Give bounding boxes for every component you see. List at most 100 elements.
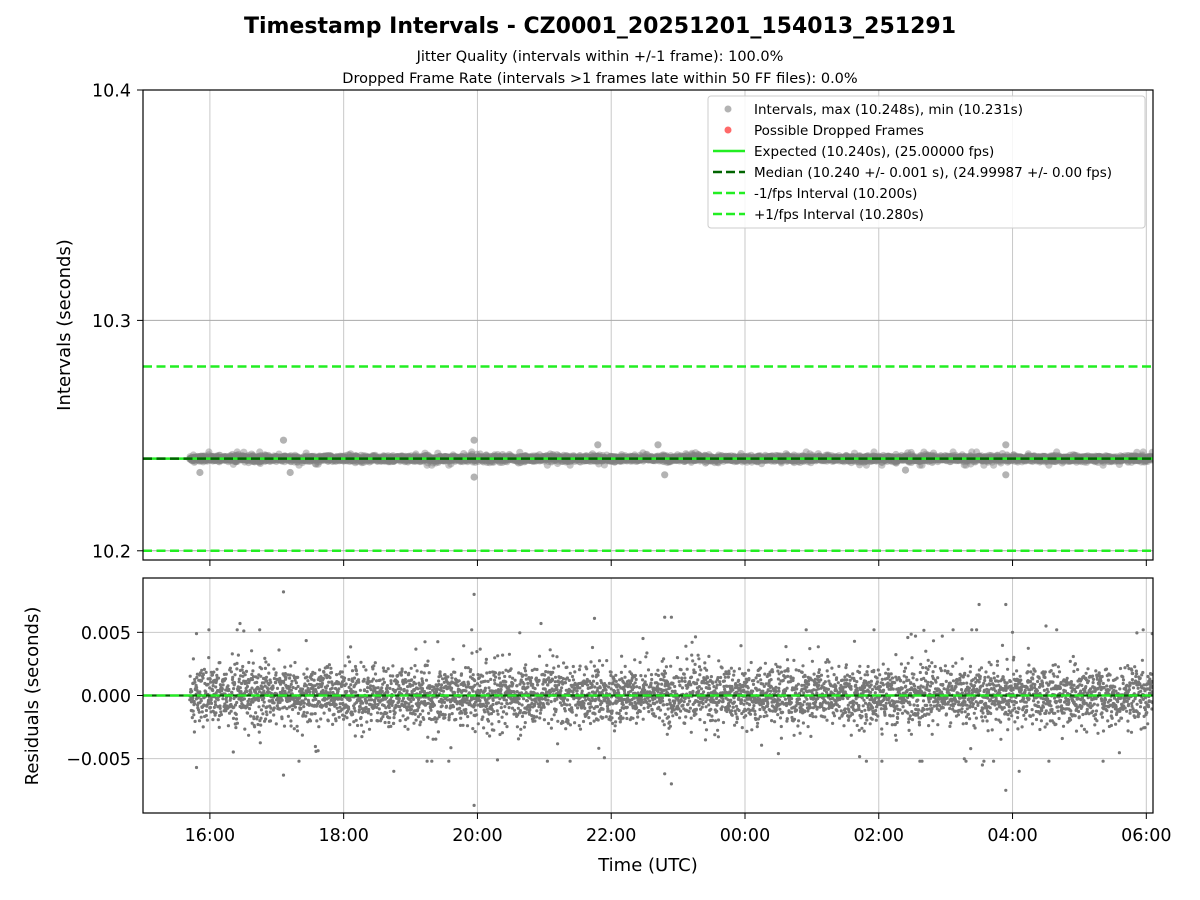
interval-point (473, 450, 481, 458)
interval-point (255, 458, 263, 466)
interval-point (428, 461, 436, 469)
interval-point (516, 448, 524, 456)
interval-point (498, 458, 506, 466)
interval-point (429, 459, 437, 467)
interval-point (610, 458, 619, 466)
interval-point (560, 451, 568, 459)
interval-point (215, 451, 223, 459)
interval-point (315, 458, 323, 466)
interval-point (471, 458, 479, 466)
interval-point (554, 459, 562, 468)
interval-point (468, 450, 476, 458)
interval-point (275, 450, 283, 458)
interval-point (445, 461, 453, 469)
interval-point (600, 461, 609, 469)
interval-point (248, 450, 256, 458)
interval-point (357, 451, 365, 459)
interval-point (421, 449, 429, 457)
interval-point (401, 458, 409, 466)
interval-point (412, 450, 420, 458)
interval-point (199, 458, 207, 466)
interval-point (480, 458, 488, 466)
interval-point (491, 451, 499, 459)
interval-point (476, 450, 484, 458)
interval-point (595, 451, 604, 459)
interval-point (228, 450, 236, 459)
interval-point (256, 448, 264, 456)
interval-point (543, 461, 552, 469)
interval-point (447, 460, 455, 468)
interval-point (488, 458, 496, 466)
interval-point (520, 458, 529, 466)
interval-point (587, 451, 595, 459)
interval-point (404, 458, 412, 466)
interval-point (432, 459, 440, 467)
interval-point (205, 448, 213, 456)
interval-point (611, 458, 619, 466)
interval-point (224, 458, 232, 466)
interval-point (234, 451, 242, 459)
interval-point (595, 460, 603, 468)
interval-point (514, 459, 523, 467)
interval-point (494, 451, 502, 459)
interval-point (290, 458, 298, 466)
interval-point (468, 448, 476, 456)
interval-point (553, 451, 561, 459)
interval-point (486, 459, 494, 467)
interval-point (287, 458, 295, 466)
interval-point (424, 459, 432, 467)
interval-point (517, 458, 525, 466)
interval-point (344, 451, 352, 459)
interval-point (482, 451, 490, 459)
interval-point (346, 451, 354, 459)
interval-point (423, 461, 431, 469)
interval-point (291, 451, 299, 459)
interval-point (562, 458, 570, 466)
interval-point (482, 451, 490, 459)
dropped-frame-subtitle: Dropped Frame Rate (intervals >1 frames … (342, 71, 858, 87)
interval-point (499, 451, 507, 459)
interval-point (231, 451, 239, 460)
interval-point (351, 459, 359, 467)
interval-point (505, 450, 513, 459)
interval-point (314, 460, 322, 468)
interval-point (189, 451, 197, 459)
interval-point (503, 458, 511, 466)
interval-point (249, 451, 257, 459)
interval-point (311, 460, 319, 468)
interval-point (547, 458, 556, 466)
interval-point (588, 450, 597, 458)
interval-point (449, 451, 457, 459)
interval-point (265, 451, 273, 460)
interval-point (261, 451, 269, 459)
interval-point (618, 451, 626, 459)
interval-point (535, 451, 544, 459)
interval-point (483, 458, 491, 466)
interval-point (325, 451, 333, 460)
intervals-panel: 10.210.310.4 Intervals (seconds) Interva… (54, 82, 1154, 566)
interval-point (385, 458, 393, 466)
interval-point (424, 451, 432, 459)
interval-point (241, 458, 249, 466)
interval-point (358, 459, 366, 467)
interval-point (233, 451, 241, 459)
interval-point (298, 459, 306, 467)
interval-point (434, 458, 442, 466)
interval-point (566, 461, 574, 469)
interval-point (232, 458, 240, 466)
interval-point (256, 459, 264, 467)
interval-point (293, 458, 301, 466)
interval-point (190, 458, 198, 466)
interval-point (302, 449, 310, 457)
interval-point (360, 458, 368, 466)
interval-point (312, 460, 320, 468)
interval-point (603, 451, 611, 459)
interval-point (576, 458, 585, 466)
interval-point (293, 458, 302, 466)
interval-point (216, 451, 224, 459)
interval-point (215, 458, 223, 466)
interval-point (387, 458, 395, 466)
jitter-quality-subtitle: Jitter Quality (intervals within +/-1 fr… (416, 49, 784, 65)
interval-point (463, 458, 472, 466)
interval-point (490, 458, 498, 466)
